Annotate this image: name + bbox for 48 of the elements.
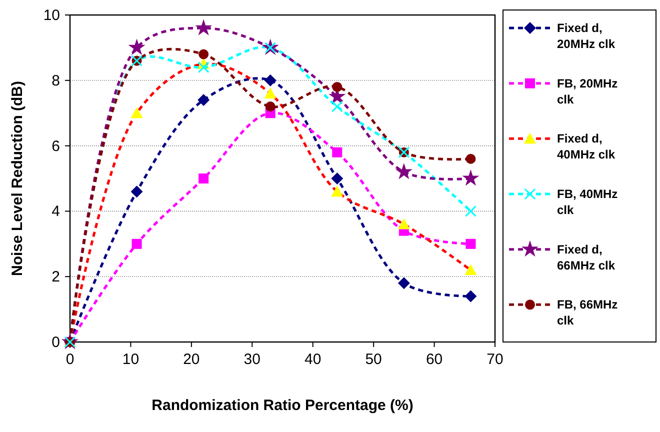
point bbox=[466, 238, 476, 249]
point bbox=[198, 49, 209, 60]
point bbox=[132, 238, 142, 249]
point bbox=[395, 163, 412, 180]
point bbox=[265, 102, 276, 112]
x-tick-label: 40 bbox=[304, 351, 322, 368]
x-tick-label: 30 bbox=[244, 351, 260, 368]
point bbox=[462, 170, 480, 186]
point bbox=[130, 186, 143, 198]
point bbox=[332, 82, 342, 92]
y-axis-title: Noise Level Reduction (dB) bbox=[9, 80, 26, 276]
y-tick-label: 6 bbox=[52, 138, 60, 155]
point bbox=[464, 264, 477, 276]
point bbox=[464, 290, 477, 302]
point bbox=[398, 218, 410, 230]
point bbox=[128, 38, 146, 55]
x-tick-label: 20 bbox=[183, 351, 200, 368]
point bbox=[332, 147, 342, 158]
y-tick-label: 10 bbox=[43, 7, 60, 24]
x-tick-label: 60 bbox=[426, 351, 443, 368]
x-axis-title: Randomization Ratio Percentage (%) bbox=[152, 397, 414, 414]
y-tick-label: 4 bbox=[52, 203, 60, 220]
legend-label: Fixed d, 40MHz clk bbox=[557, 132, 616, 162]
point bbox=[331, 186, 344, 197]
point bbox=[464, 205, 476, 217]
x-tick-label: 50 bbox=[365, 351, 382, 368]
point bbox=[198, 62, 210, 74]
x-tick-label: 70 bbox=[486, 351, 504, 368]
legend-label: Fixed d, 20MHz clk bbox=[557, 21, 616, 51]
y-tick-label: 2 bbox=[52, 268, 60, 286]
point bbox=[130, 107, 143, 118]
point bbox=[466, 154, 476, 164]
legend-label: FB, 66MHz clk bbox=[557, 298, 618, 328]
point bbox=[198, 94, 210, 106]
legend-label: Fixed d, 66MHz clk bbox=[557, 242, 616, 272]
legend-label: FB, 20MHz clk bbox=[557, 76, 618, 106]
x-tick-label: 10 bbox=[122, 351, 140, 368]
point bbox=[264, 74, 276, 86]
point bbox=[264, 87, 276, 98]
x-tick-label: 0 bbox=[66, 351, 74, 368]
legend-label: FB, 40MHz clk bbox=[557, 187, 618, 217]
point bbox=[331, 172, 344, 184]
y-tick-label: 8 bbox=[52, 72, 60, 90]
point bbox=[331, 100, 343, 112]
point bbox=[195, 19, 212, 36]
y-tick-label: 0 bbox=[52, 334, 60, 351]
point bbox=[398, 277, 410, 290]
point bbox=[198, 174, 209, 184]
